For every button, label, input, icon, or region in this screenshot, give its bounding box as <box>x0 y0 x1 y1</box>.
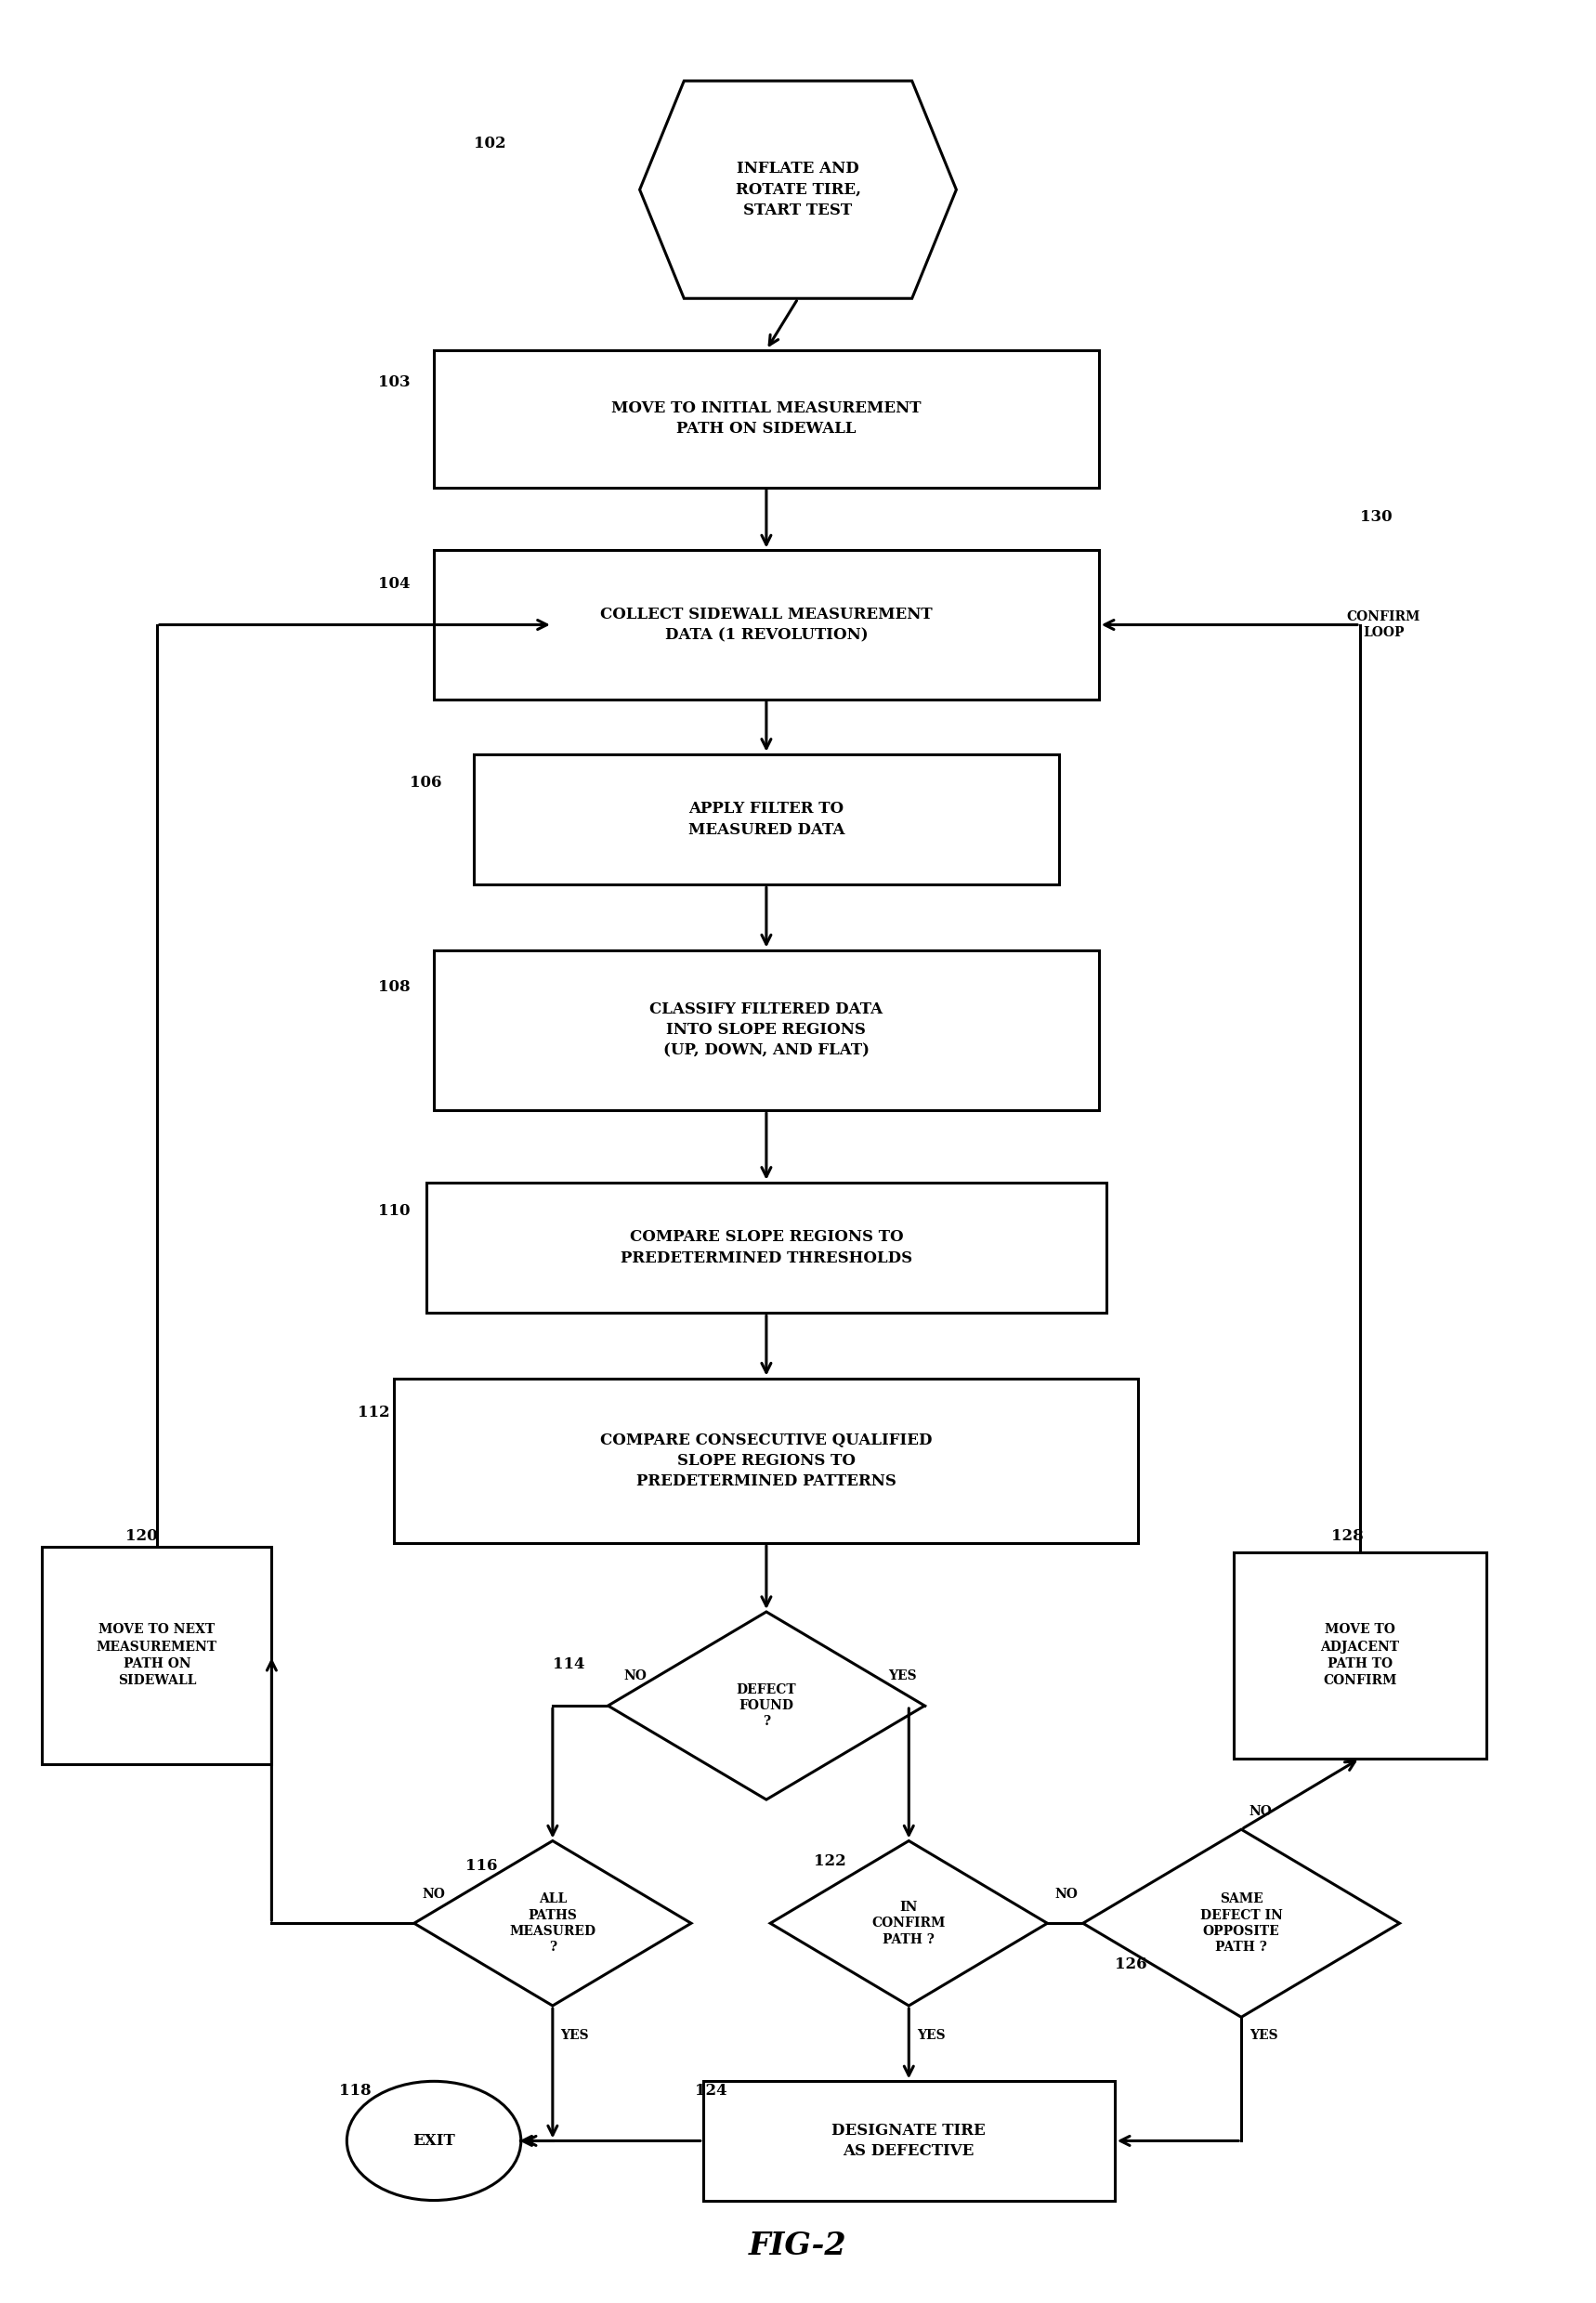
Text: COLLECT SIDEWALL MEASUREMENT
DATA (1 REVOLUTION): COLLECT SIDEWALL MEASUREMENT DATA (1 REV… <box>600 606 932 643</box>
Text: NO: NO <box>1250 1806 1272 1817</box>
Text: FIG-2: FIG-2 <box>749 2232 847 2262</box>
Text: EXIT: EXIT <box>413 2133 455 2149</box>
Text: COMPARE SLOPE REGIONS TO
PREDETERMINED THRESHOLDS: COMPARE SLOPE REGIONS TO PREDETERMINED T… <box>621 1230 913 1267</box>
Text: 118: 118 <box>338 2082 370 2098</box>
Text: CLASSIFY FILTERED DATA
INTO SLOPE REGIONS
(UP, DOWN, AND FLAT): CLASSIFY FILTERED DATA INTO SLOPE REGION… <box>650 1002 883 1059</box>
Bar <box>474 753 1060 884</box>
Bar <box>426 1181 1106 1313</box>
Text: IN
CONFIRM
PATH ?: IN CONFIRM PATH ? <box>871 1900 946 1946</box>
Polygon shape <box>1084 1829 1400 2017</box>
Text: 103: 103 <box>378 373 410 389</box>
Bar <box>1234 1552 1486 1759</box>
Text: MOVE TO INITIAL MEASUREMENT
PATH ON SIDEWALL: MOVE TO INITIAL MEASUREMENT PATH ON SIDE… <box>611 401 921 438</box>
Text: 102: 102 <box>474 136 506 152</box>
Text: 124: 124 <box>696 2082 728 2098</box>
Text: DEFECT
FOUND
?: DEFECT FOUND ? <box>736 1683 796 1727</box>
Text: 114: 114 <box>552 1656 584 1672</box>
Text: NO: NO <box>421 1888 445 1900</box>
Text: 120: 120 <box>124 1529 158 1543</box>
Text: NO: NO <box>624 1670 646 1683</box>
Text: SAME
DEFECT IN
OPPOSITE
PATH ?: SAME DEFECT IN OPPOSITE PATH ? <box>1200 1893 1283 1953</box>
Text: YES: YES <box>1250 2029 1278 2043</box>
Text: YES: YES <box>560 2029 589 2043</box>
Polygon shape <box>640 81 956 299</box>
Polygon shape <box>771 1840 1047 2006</box>
Text: MOVE TO
ADJACENT
PATH TO
CONFIRM: MOVE TO ADJACENT PATH TO CONFIRM <box>1320 1624 1400 1688</box>
Bar <box>41 1548 271 1764</box>
Text: CONFIRM
LOOP: CONFIRM LOOP <box>1347 610 1420 638</box>
Polygon shape <box>608 1612 924 1799</box>
Text: 104: 104 <box>378 576 410 592</box>
Text: DESIGNATE TIRE
AS DEFECTIVE: DESIGNATE TIRE AS DEFECTIVE <box>832 2123 986 2158</box>
Text: 122: 122 <box>814 1854 846 1870</box>
Text: 116: 116 <box>466 1859 498 1875</box>
Text: 108: 108 <box>378 979 410 995</box>
Text: YES: YES <box>889 1670 916 1683</box>
Text: 130: 130 <box>1360 509 1392 525</box>
Text: MOVE TO NEXT
MEASUREMENT
PATH ON
SIDEWALL: MOVE TO NEXT MEASUREMENT PATH ON SIDEWAL… <box>96 1624 217 1688</box>
Text: ALL
PATHS
MEASURED
?: ALL PATHS MEASURED ? <box>509 1893 595 1953</box>
Text: 126: 126 <box>1114 1958 1148 1971</box>
Text: 110: 110 <box>378 1202 410 1218</box>
Text: 128: 128 <box>1331 1529 1365 1543</box>
Bar <box>434 949 1098 1110</box>
Bar <box>702 2082 1114 2199</box>
Text: NO: NO <box>1055 1888 1079 1900</box>
Text: YES: YES <box>916 2029 945 2043</box>
Text: INFLATE AND
ROTATE TIRE,
START TEST: INFLATE AND ROTATE TIRE, START TEST <box>736 161 860 219</box>
Ellipse shape <box>346 2082 520 2199</box>
Polygon shape <box>413 1840 691 2006</box>
Text: 112: 112 <box>358 1405 389 1421</box>
Bar <box>434 550 1098 700</box>
Bar <box>434 350 1098 488</box>
Bar <box>394 1377 1138 1543</box>
Text: 106: 106 <box>410 774 442 790</box>
Text: APPLY FILTER TO
MEASURED DATA: APPLY FILTER TO MEASURED DATA <box>688 801 844 838</box>
Text: COMPARE CONSECUTIVE QUALIFIED
SLOPE REGIONS TO
PREDETERMINED PATTERNS: COMPARE CONSECUTIVE QUALIFIED SLOPE REGI… <box>600 1432 932 1490</box>
